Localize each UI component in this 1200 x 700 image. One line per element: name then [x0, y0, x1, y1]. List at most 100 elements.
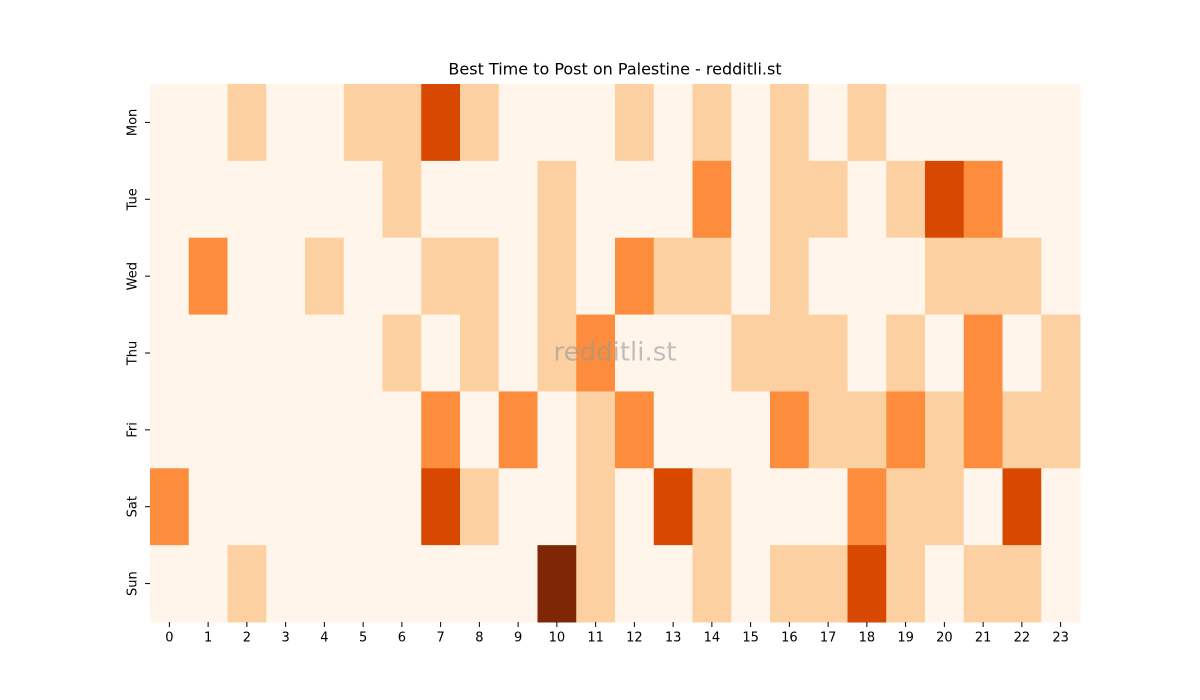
cell — [537, 160, 577, 239]
cell — [963, 545, 1003, 623]
cell — [343, 84, 383, 162]
cell — [615, 545, 655, 623]
cell — [925, 160, 965, 239]
cell — [770, 84, 810, 162]
cell — [150, 237, 190, 316]
x-tick-label: 2 — [243, 631, 251, 646]
axes: 0 1 2 3 4 5 6 7 8 9 10 11 12 13 14 15 16 17 18 19 20 21 22 23Mo… — [126, 109, 1069, 646]
cell — [653, 84, 693, 162]
y-tick-label: Wed — [126, 262, 141, 290]
x-tick-label: 21 — [975, 631, 992, 646]
cell — [460, 545, 500, 623]
watermark: redditli.st — [554, 338, 677, 368]
cell — [1002, 160, 1042, 239]
cell — [498, 237, 538, 316]
cell — [150, 391, 190, 469]
cell — [731, 314, 771, 392]
y-tick-label: Mon — [126, 109, 141, 136]
x-tick-label: 18 — [859, 631, 876, 646]
cell — [653, 468, 693, 546]
cell — [460, 468, 500, 546]
cell — [382, 84, 422, 162]
cell — [615, 84, 655, 162]
cell — [421, 391, 461, 469]
cell — [343, 160, 383, 239]
cell — [1041, 545, 1081, 623]
cell — [615, 160, 655, 239]
cell — [266, 237, 306, 316]
chart-title: Best Time to Post on Palestine - redditl… — [448, 60, 781, 79]
cell — [421, 84, 461, 162]
x-tick-label: 12 — [626, 631, 643, 646]
cell — [576, 237, 616, 316]
cell — [421, 545, 461, 623]
cell — [731, 160, 771, 239]
cell — [770, 391, 810, 469]
cell — [382, 314, 422, 392]
x-tick-label: 8 — [475, 631, 483, 646]
x-tick-label: 22 — [1014, 631, 1031, 646]
cell — [150, 545, 190, 623]
cell — [150, 468, 190, 546]
cell — [692, 391, 732, 469]
cell — [808, 84, 848, 162]
cell — [421, 468, 461, 546]
cell — [847, 468, 887, 546]
cell — [653, 314, 693, 392]
x-tick-label: 19 — [897, 631, 914, 646]
x-tick-label: 15 — [742, 631, 759, 646]
cell — [1041, 237, 1081, 316]
cell — [886, 391, 926, 469]
cell — [188, 237, 228, 316]
cell — [576, 468, 616, 546]
cell — [343, 314, 383, 392]
cell — [421, 314, 461, 392]
cell — [266, 468, 306, 546]
y-tick-label: Sun — [126, 571, 141, 596]
cell — [731, 391, 771, 469]
x-tick-label: 1 — [204, 631, 212, 646]
cell — [731, 545, 771, 623]
cell — [343, 545, 383, 623]
cell — [188, 545, 228, 623]
cell — [770, 545, 810, 623]
cell — [1041, 391, 1081, 469]
cell — [576, 391, 616, 469]
x-tick-label: 11 — [587, 631, 604, 646]
cell — [266, 314, 306, 392]
cell — [227, 545, 267, 623]
cell — [925, 391, 965, 469]
cell — [382, 545, 422, 623]
cell — [653, 545, 693, 623]
cell — [886, 314, 926, 392]
cell — [808, 160, 848, 239]
cell — [227, 84, 267, 162]
x-tick-label: 4 — [320, 631, 328, 646]
cell — [963, 160, 1003, 239]
cell — [1041, 84, 1081, 162]
y-tick-label: Tue — [126, 188, 141, 211]
y-tick-label: Thu — [126, 341, 141, 366]
cell — [963, 84, 1003, 162]
cell — [770, 237, 810, 316]
x-tick-label: 13 — [665, 631, 682, 646]
cell — [382, 237, 422, 316]
cell — [305, 391, 345, 469]
cell — [847, 84, 887, 162]
cell — [1002, 545, 1042, 623]
cell — [847, 237, 887, 316]
cell — [460, 391, 500, 469]
cell — [1002, 84, 1042, 162]
cell — [615, 391, 655, 469]
cell — [847, 545, 887, 623]
cell — [1041, 314, 1081, 392]
cell — [576, 314, 616, 392]
cell — [266, 545, 306, 623]
cell — [188, 391, 228, 469]
cell — [460, 160, 500, 239]
cell — [731, 84, 771, 162]
cell — [537, 545, 577, 623]
cell — [227, 160, 267, 239]
cell — [576, 84, 616, 162]
x-tick-label: 10 — [549, 631, 566, 646]
